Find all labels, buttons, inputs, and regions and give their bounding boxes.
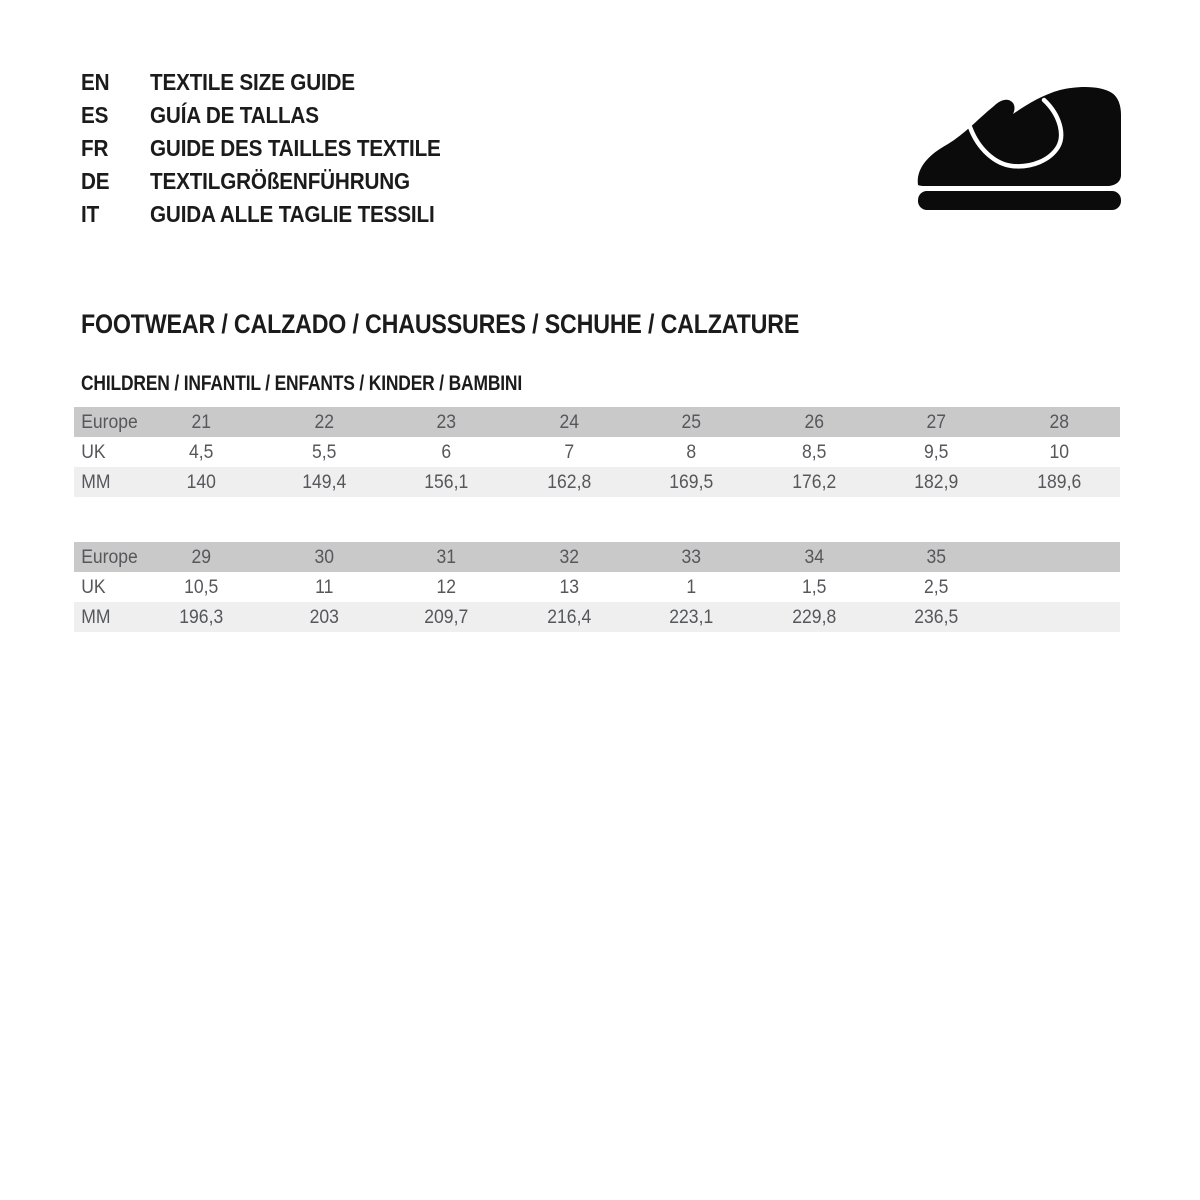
- size-cell: 203: [309, 605, 339, 628]
- language-row-es: ES GUÍA DE TALLAS: [81, 99, 473, 132]
- size-cell: 162,8: [546, 470, 591, 493]
- size-cell: 149,4: [301, 470, 346, 493]
- section-title: FOOTWEAR / CALZADO / CHAUSSURES / SCHUHE…: [81, 309, 800, 339]
- row-label: UK: [81, 575, 106, 598]
- size-cell: 182,9: [914, 470, 959, 493]
- language-code: DE: [81, 168, 110, 194]
- size-cell: [1004, 602, 1114, 632]
- size-cell: 24: [558, 410, 579, 433]
- subsection-title: CHILDREN / INFANTIL / ENFANTS / KINDER /…: [81, 372, 523, 395]
- size-cell: 209,7: [424, 605, 469, 628]
- children-size-table-2: Europe 29 30 31 32 33 34 35 UK 10,5 11 1…: [74, 542, 1120, 632]
- language-row-fr: FR GUIDE DES TAILLES TEXTILE: [81, 132, 473, 165]
- size-cell: 5,5: [311, 440, 336, 463]
- size-cell: 2,5: [924, 575, 949, 598]
- size-cell: 10: [1048, 440, 1069, 463]
- language-code: FR: [81, 135, 109, 161]
- language-code: EN: [81, 69, 110, 95]
- language-row-it: IT GUIDA ALLE TAGLIE TESSILI: [81, 198, 473, 231]
- language-code: IT: [81, 201, 100, 227]
- size-cell: 29: [191, 545, 212, 568]
- size-cell: 7: [563, 440, 574, 463]
- uk-row: UK 4,5 5,5 6 7 8 8,5 9,5 10: [74, 437, 1120, 467]
- children-shoe-icon: [914, 85, 1125, 216]
- size-cell: 25: [681, 410, 702, 433]
- mm-row: MM 196,3 203 209,7 216,4 223,1 229,8 236…: [74, 602, 1120, 632]
- language-title: TEXTILGRÖßENFÜHRUNG: [150, 168, 410, 194]
- size-cell: 31: [436, 545, 457, 568]
- size-cell: 8: [686, 440, 697, 463]
- size-cell: 10,5: [184, 575, 219, 598]
- language-row-de: DE TEXTILGRÖßENFÜHRUNG: [81, 165, 473, 198]
- uk-row: UK 10,5 11 12 13 1 1,5 2,5: [74, 572, 1120, 602]
- size-cell: 8,5: [801, 440, 826, 463]
- size-cell: 169,5: [669, 470, 714, 493]
- size-cell: 13: [558, 575, 579, 598]
- size-cell: 21: [191, 410, 212, 433]
- size-cell: 9,5: [924, 440, 949, 463]
- size-cell: 34: [803, 545, 824, 568]
- size-cell: 23: [436, 410, 457, 433]
- children-size-table-1: Europe 21 22 23 24 25 26 27 28 UK 4,5 5,…: [74, 407, 1120, 497]
- size-cell: 22: [313, 410, 334, 433]
- size-cell: 236,5: [914, 605, 959, 628]
- size-cell: 1,5: [801, 575, 826, 598]
- row-label: Europe: [81, 545, 138, 568]
- size-cell: 30: [313, 545, 334, 568]
- size-cell: 28: [1048, 410, 1069, 433]
- size-cell: 6: [441, 440, 452, 463]
- size-cell: 1: [686, 575, 697, 598]
- size-cell: 229,8: [791, 605, 836, 628]
- size-cell: 196,3: [179, 605, 224, 628]
- size-cell: 223,1: [669, 605, 714, 628]
- language-code: ES: [81, 102, 109, 128]
- europe-row: Europe 21 22 23 24 25 26 27 28: [74, 407, 1120, 437]
- size-cell: 11: [314, 575, 333, 598]
- size-cell: 156,1: [424, 470, 469, 493]
- size-cell: 33: [681, 545, 702, 568]
- size-cell: 4,5: [189, 440, 214, 463]
- row-label: MM: [81, 605, 111, 628]
- size-cell: 27: [926, 410, 947, 433]
- size-cell: [1004, 542, 1114, 572]
- europe-row: Europe 29 30 31 32 33 34 35: [74, 542, 1120, 572]
- language-row-en: EN TEXTILE SIZE GUIDE: [81, 66, 473, 99]
- language-title: TEXTILE SIZE GUIDE: [150, 69, 355, 95]
- language-title: GUÍA DE TALLAS: [150, 102, 319, 128]
- size-cell: 26: [803, 410, 824, 433]
- size-cell: 35: [926, 545, 947, 568]
- row-label: MM: [81, 470, 111, 493]
- size-cell: 176,2: [791, 470, 836, 493]
- size-cell: [1004, 572, 1114, 602]
- language-index: EN TEXTILE SIZE GUIDE ES GUÍA DE TALLAS …: [81, 66, 473, 231]
- row-label: Europe: [81, 410, 138, 433]
- size-cell: 140: [186, 470, 216, 493]
- row-label: UK: [81, 440, 106, 463]
- size-cell: 216,4: [546, 605, 591, 628]
- size-cell: 189,6: [1036, 470, 1081, 493]
- size-cell: 32: [558, 545, 579, 568]
- language-title: GUIDA ALLE TAGLIE TESSILI: [150, 201, 435, 227]
- size-cell: 12: [436, 575, 457, 598]
- language-title: GUIDE DES TAILLES TEXTILE: [150, 135, 441, 161]
- mm-row: MM 140 149,4 156,1 162,8 169,5 176,2 182…: [74, 467, 1120, 497]
